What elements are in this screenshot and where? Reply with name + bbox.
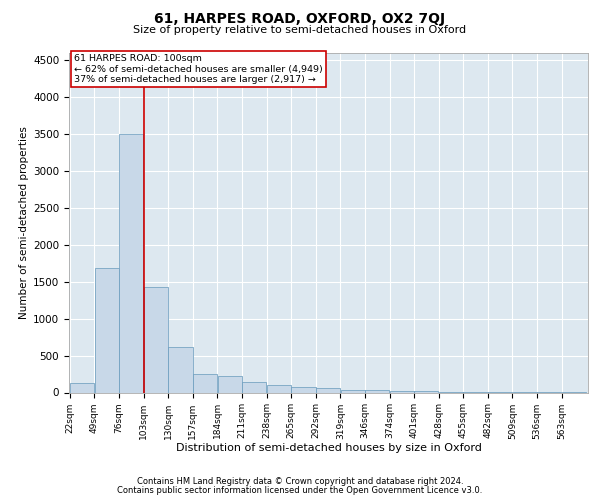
Text: Contains HM Land Registry data © Crown copyright and database right 2024.: Contains HM Land Registry data © Crown c… [137,477,463,486]
Bar [242,382,266,392]
Text: 61, HARPES ROAD, OXFORD, OX2 7QJ: 61, HARPES ROAD, OXFORD, OX2 7QJ [154,12,446,26]
Text: Contains public sector information licensed under the Open Government Licence v3: Contains public sector information licen… [118,486,482,495]
Bar [341,390,365,392]
Bar [169,346,193,393]
Text: 61 HARPES ROAD: 100sqm
← 62% of semi-detached houses are smaller (4,949)
37% of : 61 HARPES ROAD: 100sqm ← 62% of semi-det… [74,54,323,84]
Bar [95,268,119,392]
Bar [193,374,217,392]
Y-axis label: Number of semi-detached properties: Number of semi-detached properties [19,126,29,319]
Bar [365,390,389,392]
Bar [316,388,340,392]
Bar [390,390,414,392]
Bar [218,376,242,392]
Bar [119,134,143,392]
Bar [292,386,316,392]
Bar [144,287,168,393]
Text: Size of property relative to semi-detached houses in Oxford: Size of property relative to semi-detach… [133,25,467,35]
Bar [267,384,291,392]
Bar [70,383,94,392]
X-axis label: Distribution of semi-detached houses by size in Oxford: Distribution of semi-detached houses by … [176,443,481,453]
